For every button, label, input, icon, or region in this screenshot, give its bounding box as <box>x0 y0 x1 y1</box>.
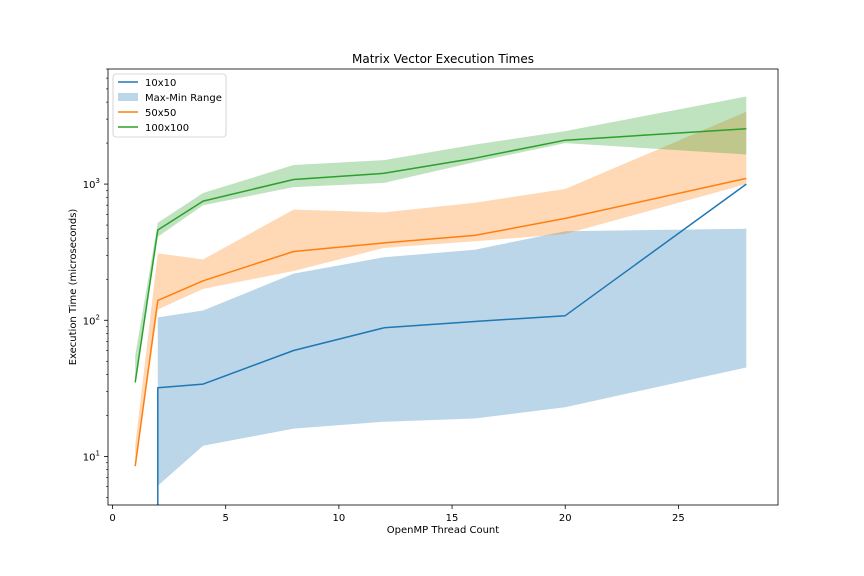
x-tick-label: 25 <box>672 513 685 524</box>
plot-frame <box>107 68 779 506</box>
range-band-10x10 <box>157 228 747 486</box>
x-tick-label: 0 <box>109 513 115 524</box>
x-tick-label: 20 <box>559 513 572 524</box>
series-line-50x50 <box>134 177 747 467</box>
chart-title: Matrix Vector Execution Times <box>352 52 534 66</box>
x-axis-ticks: 0 5 10 15 20 25 <box>109 505 685 524</box>
legend: 10x10 Max-Min Range 50x50 100x100 <box>112 73 227 138</box>
x-tick-label: 10 <box>333 513 346 524</box>
series-line-10x10 <box>157 183 747 505</box>
legend-label-max-min-range: Max-Min Range <box>145 93 222 104</box>
legend-label-50x50: 50x50 <box>145 108 176 119</box>
range-band-50x50 <box>135 111 747 467</box>
x-axis-label: OpenMP Thread Count <box>387 525 499 536</box>
legend-label-100x100: 100x100 <box>145 123 189 134</box>
y-axis-label: Execution Time (microseconds) <box>68 209 79 366</box>
plot-area <box>134 96 747 505</box>
range-band-100x100 <box>135 96 747 383</box>
x-tick-label: 15 <box>446 513 459 524</box>
legend-swatch-max-min-range <box>118 93 138 101</box>
y-tick-exponent: 3 <box>96 177 100 185</box>
legend-box <box>112 73 227 138</box>
y-tick-exponent: 2 <box>96 313 100 321</box>
y-tick-exponent: 1 <box>96 449 100 457</box>
x-tick-label: 5 <box>223 513 229 524</box>
series-line-100x100 <box>134 127 747 383</box>
legend-label-10x10: 10x10 <box>145 78 176 89</box>
